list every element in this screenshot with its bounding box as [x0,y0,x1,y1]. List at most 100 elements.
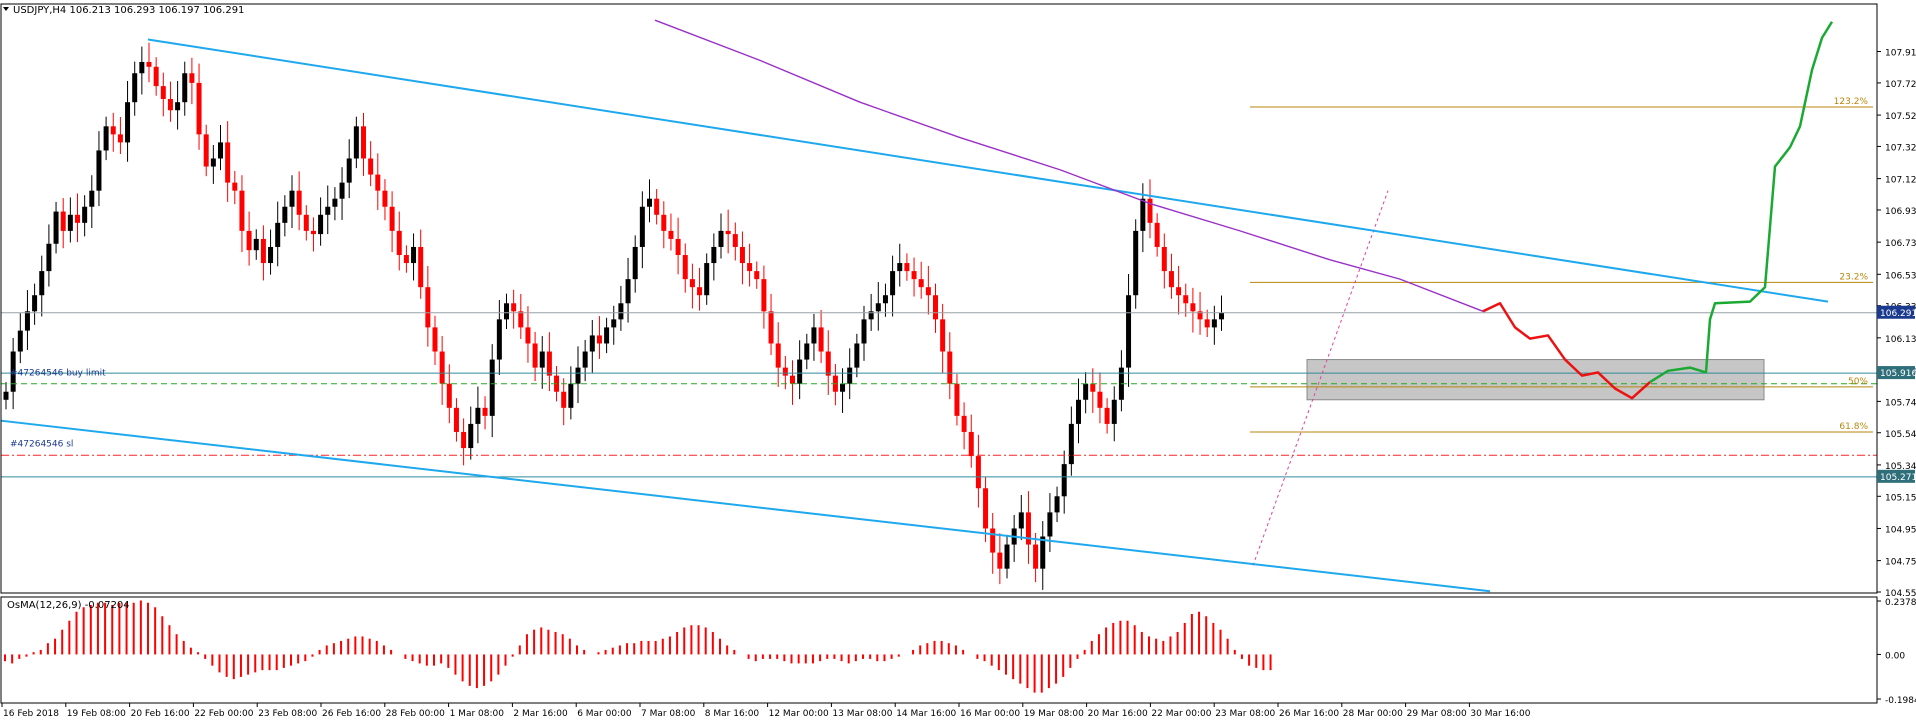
candle-body [1111,399,1117,424]
candle-body [117,134,123,143]
candle-body [811,327,817,344]
candle-body [332,198,338,207]
candle-body [446,383,452,408]
candle-body [425,287,431,328]
y-tick-label: 106.730 [1885,239,1916,249]
y-tick-label: 105.545 [1885,430,1916,440]
candle-body [954,383,960,416]
y-tick-label: 107.915 [1885,49,1916,59]
x-tick-label: 23 Feb 08:00 [258,709,317,719]
y-tick-label: 106.135 [1885,335,1916,345]
candle-body [661,214,667,231]
candle-body [725,230,731,235]
x-tick-label: 7 Mar 08:00 [641,709,696,719]
x-tick-label: 14 Mar 16:00 [896,709,956,719]
candle-body [732,234,738,247]
candle-body [210,158,216,167]
candle-body [389,206,395,231]
indicator-title: OsMA(12,26,9) -0.07204 [7,600,130,611]
candle-body [60,211,66,231]
candle-body [618,303,624,320]
candle-body [782,367,788,376]
candle-body [1018,512,1024,529]
candle-body [582,351,588,368]
candle-body [1025,512,1031,545]
candle-body [339,182,345,199]
candle-body [918,279,924,288]
x-tick-label: 28 Mar 00:00 [1343,709,1403,719]
x-tick-label: 8 Mar 16:00 [705,709,760,719]
candle-body [82,206,88,223]
y-tick-label: 104.555 [1885,589,1916,599]
x-tick-label: 13 Mar 08:00 [832,709,892,719]
candle-body [504,303,509,320]
candle-body [947,351,953,384]
candle-body [1054,496,1060,513]
candle-body [596,335,602,344]
candle-body [103,126,109,151]
candle-body [232,182,238,191]
x-tick-label: 26 Feb 16:00 [322,709,381,719]
x-tick-label: 26 Mar 16:00 [1279,709,1339,719]
symbol-dropdown-icon[interactable] [3,7,9,11]
candle-body [139,61,145,74]
candle-body [711,246,717,264]
candle-body [897,263,903,272]
demand-zone [1306,359,1765,401]
candle-body [175,102,181,111]
x-tick-label: 6 Mar 00:00 [577,709,632,719]
candle-body [1190,303,1196,312]
candle-body [861,319,867,344]
x-tick-label: 12 Mar 00:00 [769,709,829,719]
candle-body [825,351,831,376]
candle-body [768,311,774,344]
candle-body [639,206,645,247]
candle-body [1154,222,1160,247]
stop-loss-label: #47264546 sl [10,439,73,449]
fib-label: 123.2% [1834,97,1869,107]
candle-body [1168,271,1174,288]
candle-body [818,327,824,352]
y-tick-label: 105.740 [1885,398,1916,408]
candle-body [303,214,309,231]
y-tick-label: 107.325 [1885,143,1916,153]
fib-label: 50% [1848,377,1868,387]
candle-body [561,391,567,408]
candle-body [1197,311,1203,320]
candle-body [146,61,152,67]
candle-body [1183,295,1189,304]
candle-body [840,383,846,392]
candle-body [668,230,674,239]
x-tick-label: 30 Mar 16:00 [1470,709,1530,719]
price-label-box [1877,469,1915,483]
candle-body [382,190,388,207]
candle-body [239,190,245,231]
candle-body [110,126,116,135]
candle-body [439,351,445,384]
forecast-up-path [1649,21,1834,384]
candle-body [53,211,59,244]
candle-body [604,327,610,344]
candle-body [1083,383,1089,400]
y-tick-label: 104.750 [1885,558,1916,568]
candle-body [511,303,517,312]
candle-body [203,134,209,167]
candle-body [125,102,131,143]
x-tick-label: 16 Feb 2018 [3,709,59,719]
candle-body [10,351,16,392]
candle-body [1090,383,1096,392]
candle-body [1047,512,1053,537]
fib-label: 61.8% [1839,422,1868,432]
candle-body [3,391,9,400]
candle-body [997,552,1003,569]
y-tick-label: 107.520 [1885,112,1916,122]
candle-body [654,198,660,215]
candle-body [983,488,989,529]
candle-body [804,343,810,360]
x-tick-label: 22 Mar 00:00 [1151,709,1211,719]
candle-body [1161,246,1167,272]
y-tick-label: 105.345 [1885,462,1916,472]
candle-body [539,351,545,368]
candle-body [246,230,252,251]
candle-body [275,222,281,247]
